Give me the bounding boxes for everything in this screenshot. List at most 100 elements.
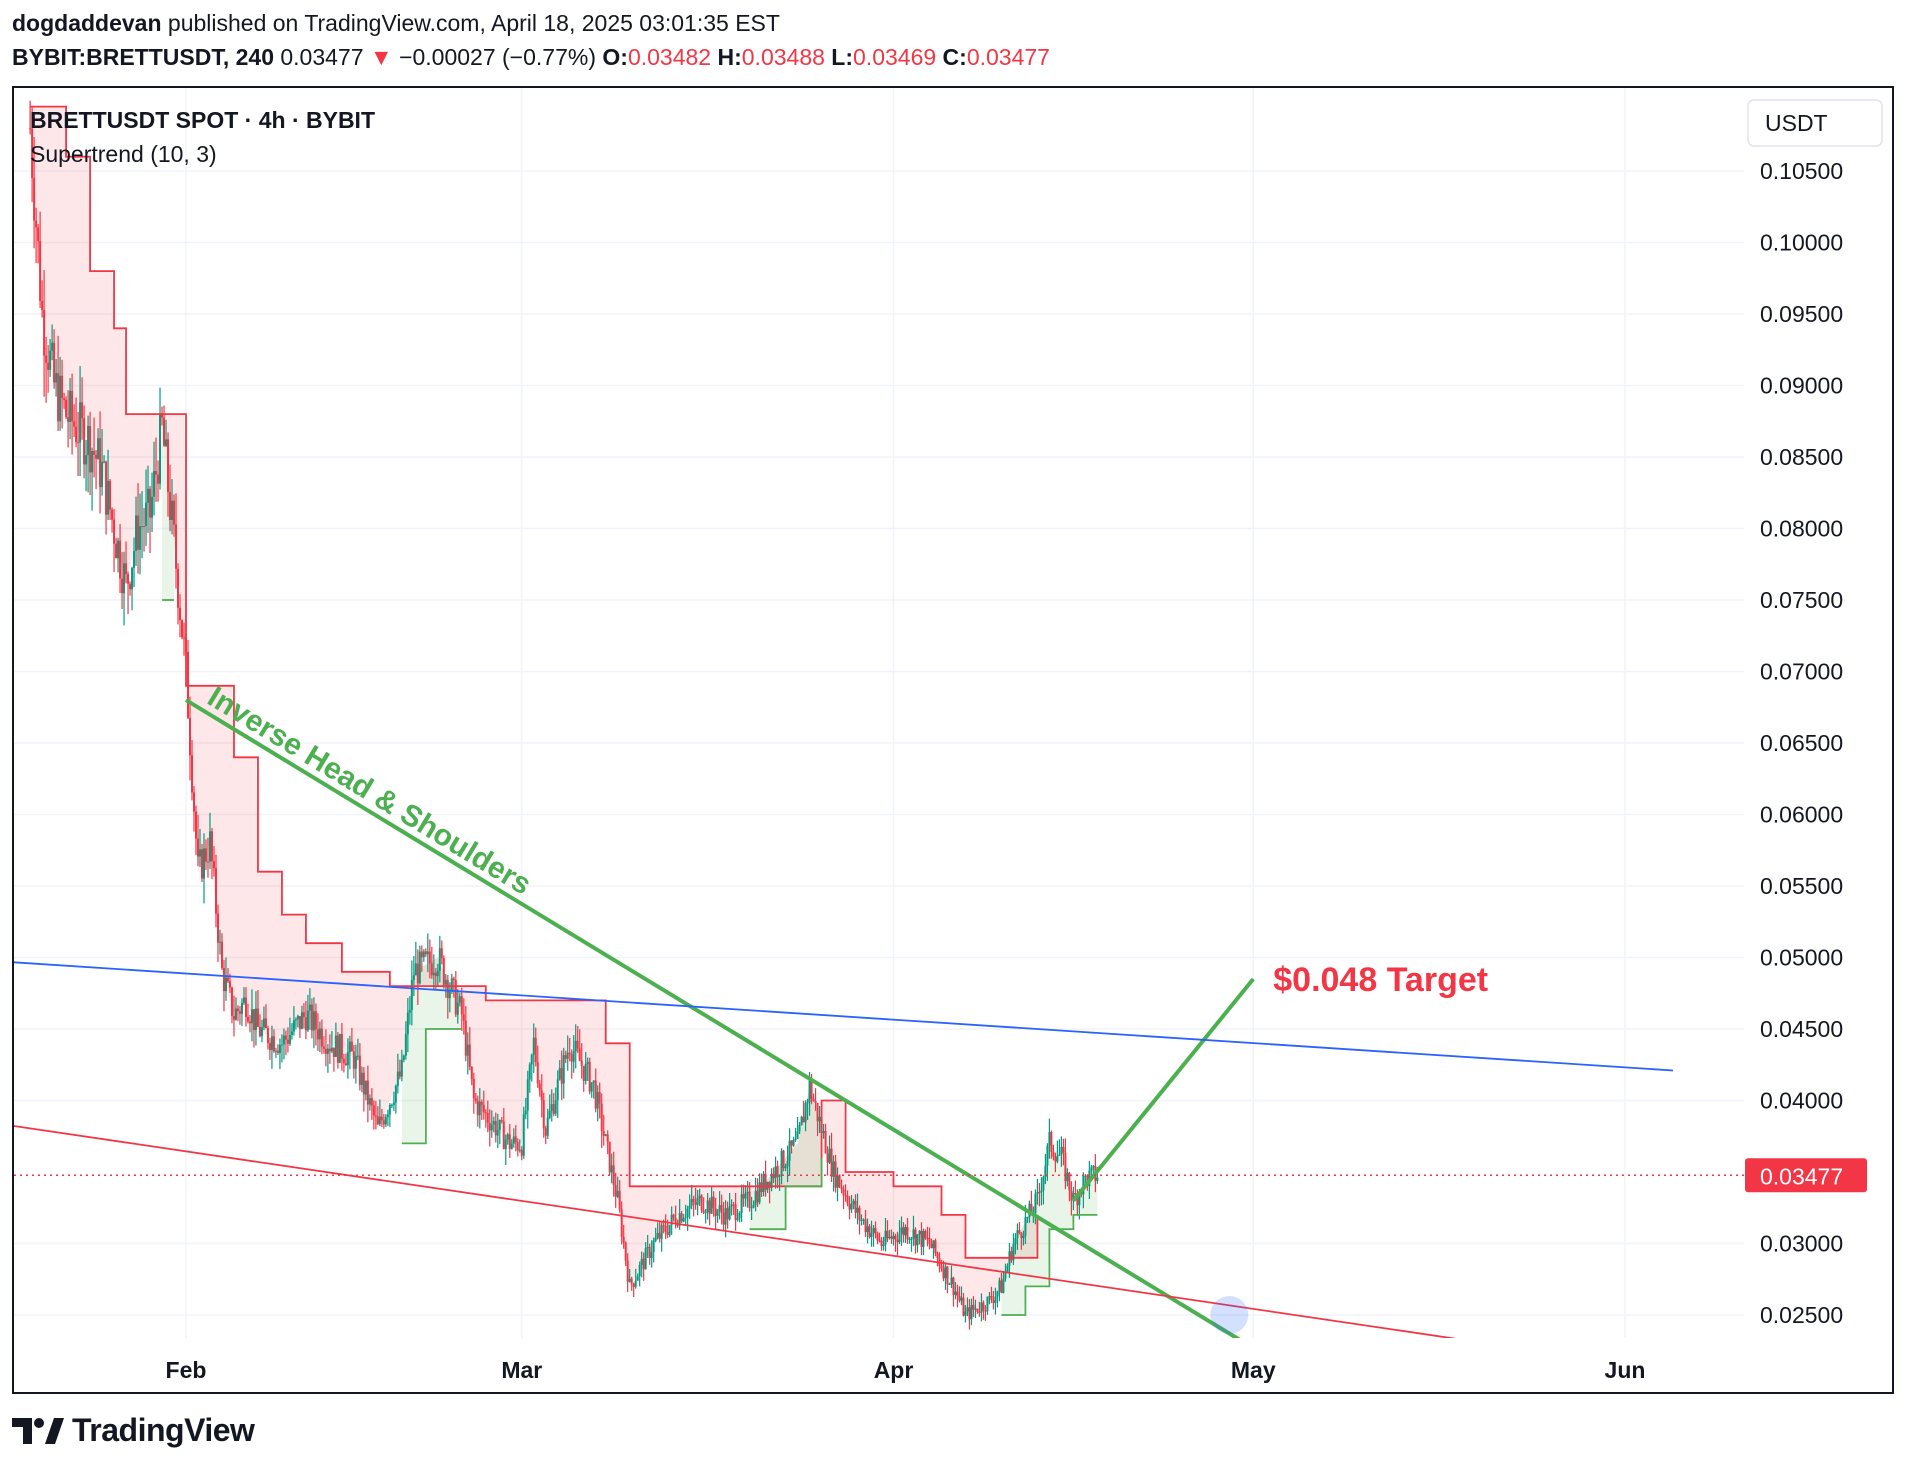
- candle: [392, 1091, 395, 1111]
- supertrend-up-line-fill: [401, 957, 462, 1144]
- price-axis[interactable]: 0.10500 0.10000 0.09500 0.09000 0.08500 0.080…: [1745, 158, 1867, 1328]
- candle: [264, 1004, 267, 1029]
- candle: [145, 469, 148, 546]
- candle: [710, 1186, 713, 1214]
- candle: [538, 1080, 541, 1097]
- target-projection-line[interactable]: [1071, 977, 1255, 1202]
- candle: [722, 1201, 725, 1231]
- candle: [974, 1299, 977, 1318]
- candle: [612, 1151, 615, 1197]
- chart-legend-title[interactable]: BRETTUSDT SPOT · 4h · BYBIT: [30, 107, 375, 133]
- candle: [1036, 1178, 1039, 1205]
- candle: [280, 1034, 283, 1063]
- candle: [340, 1022, 343, 1071]
- candle: [482, 1090, 485, 1120]
- candle: [948, 1282, 951, 1285]
- candle: [47, 345, 50, 393]
- candle: [1010, 1246, 1013, 1264]
- candle: [458, 992, 461, 1007]
- candle: [117, 537, 120, 573]
- candle: [702, 1197, 705, 1215]
- candle: [113, 508, 116, 573]
- candle: [218, 929, 221, 955]
- candle: [902, 1222, 905, 1243]
- candle: [670, 1206, 673, 1235]
- candle: [198, 828, 201, 867]
- candle: [123, 551, 126, 626]
- candle: [716, 1208, 719, 1223]
- candle: [606, 1130, 609, 1155]
- supertrend-down-line: [30, 105, 1039, 1259]
- candle: [1022, 1230, 1025, 1246]
- candle: [922, 1228, 925, 1256]
- indicator-legend[interactable]: Supertrend (10, 3): [30, 141, 217, 167]
- candle: [163, 405, 166, 447]
- candle: [190, 740, 193, 801]
- candle: [706, 1193, 709, 1220]
- candle: [388, 1103, 391, 1127]
- publish-info: dogdaddevan published on TradingView.com…: [12, 10, 780, 37]
- candle: [1084, 1174, 1087, 1184]
- candle: [480, 1099, 483, 1120]
- candle: [394, 1084, 397, 1114]
- candle: [194, 805, 197, 856]
- candle: [318, 1021, 321, 1053]
- candle: [75, 397, 78, 448]
- candle: [920, 1222, 923, 1256]
- candle: [978, 1301, 981, 1317]
- candle: [115, 537, 118, 559]
- candle: [856, 1193, 859, 1225]
- candle: [212, 846, 215, 877]
- candle: [69, 378, 72, 440]
- red-support-line[interactable]: [6, 1125, 1469, 1341]
- currency-button[interactable]: USDT: [1747, 99, 1883, 147]
- candle: [1058, 1139, 1061, 1156]
- candle: [1064, 1138, 1067, 1190]
- candle: [682, 1213, 685, 1223]
- candle: [854, 1194, 857, 1219]
- candle: [436, 963, 439, 986]
- inverse-head-shoulders-neckline[interactable]: [184, 698, 1241, 1341]
- candle: [790, 1140, 793, 1154]
- candle: [608, 1141, 611, 1176]
- candle: [79, 366, 82, 477]
- candle: [918, 1230, 921, 1245]
- candle: [846, 1190, 849, 1207]
- candle: [1038, 1182, 1041, 1207]
- candle: [754, 1177, 757, 1212]
- candle: [310, 998, 313, 1039]
- last-price-label[interactable]: 0.03477: [1745, 1158, 1867, 1193]
- candle: [504, 1134, 507, 1165]
- candle: [992, 1291, 995, 1310]
- candle: [986, 1296, 989, 1315]
- candle: [630, 1276, 633, 1291]
- candle: [966, 1297, 969, 1317]
- candle: [546, 1108, 549, 1140]
- blue-resistance-line[interactable]: [6, 961, 1674, 1072]
- candle: [1048, 1118, 1051, 1159]
- candle: [284, 1030, 287, 1056]
- candle: [360, 1066, 363, 1093]
- candle: [165, 419, 168, 448]
- candle: [526, 1070, 529, 1129]
- candle: [850, 1194, 853, 1214]
- candle: [129, 581, 132, 596]
- price-change: −0.00027 (−0.77%): [399, 44, 596, 70]
- author-name[interactable]: dogdaddevan: [12, 10, 162, 36]
- candle: [1026, 1216, 1029, 1223]
- y-tick-label: 0.02500: [1760, 1302, 1843, 1328]
- candle: [564, 1050, 567, 1064]
- candle: [380, 1108, 383, 1127]
- candle: [474, 1093, 477, 1104]
- candle: [290, 1023, 293, 1040]
- candle: [552, 1093, 555, 1117]
- target-label[interactable]: $0.048 Target: [1273, 961, 1488, 999]
- candle: [844, 1184, 847, 1202]
- last-price: 0.03477: [280, 44, 364, 70]
- candle: [876, 1231, 879, 1245]
- time-axis[interactable]: Feb Mar Apr May Jun: [166, 1357, 1646, 1383]
- candle: [256, 989, 259, 1028]
- candle: [688, 1194, 691, 1219]
- footer-brand: TradingView: [12, 1412, 255, 1449]
